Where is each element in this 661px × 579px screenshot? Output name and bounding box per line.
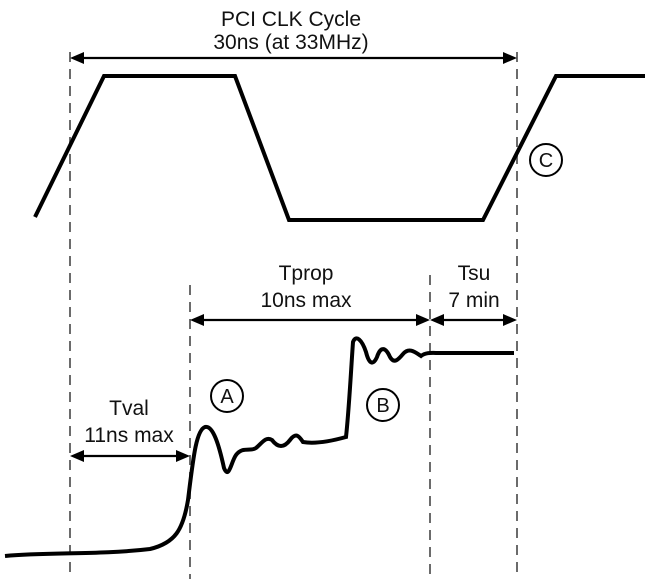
- signal-waveform: [4, 336, 514, 558]
- tsu-value-label: 7 min: [448, 289, 499, 312]
- marker-a-label: A: [220, 386, 234, 408]
- marker-c: C: [529, 143, 563, 177]
- marker-a: A: [210, 379, 244, 413]
- marker-b: B: [366, 388, 400, 422]
- tprop-label: Tprop: [279, 262, 334, 285]
- tsu-arrowhead-left: [430, 314, 444, 326]
- marker-b-circle: [366, 388, 400, 422]
- tprop-arrowhead-left: [190, 314, 204, 326]
- marker-a-circle: [210, 379, 244, 413]
- marker-c-label: C: [539, 150, 553, 172]
- tsu-label: Tsu: [458, 262, 491, 285]
- cycle-arrowhead-right: [503, 52, 517, 64]
- tval-arrowhead-right: [176, 450, 190, 462]
- tsu-arrowhead-right: [503, 314, 517, 326]
- tprop-arrowhead-right: [416, 314, 430, 326]
- cycle-subtitle-label: 30ns (at 33MHz): [213, 31, 368, 54]
- tval-value-label: 11ns max: [84, 424, 174, 447]
- marker-b-label: B: [376, 395, 389, 417]
- cycle-arrowhead-left: [70, 52, 84, 64]
- cycle-title-label: PCI CLK Cycle: [221, 8, 361, 31]
- tval-label: Tval: [109, 397, 149, 420]
- tval-arrowhead-left: [70, 450, 84, 462]
- marker-c-circle: [529, 143, 563, 177]
- tprop-value-label: 10ns max: [260, 289, 352, 312]
- clock-waveform: [33, 74, 645, 222]
